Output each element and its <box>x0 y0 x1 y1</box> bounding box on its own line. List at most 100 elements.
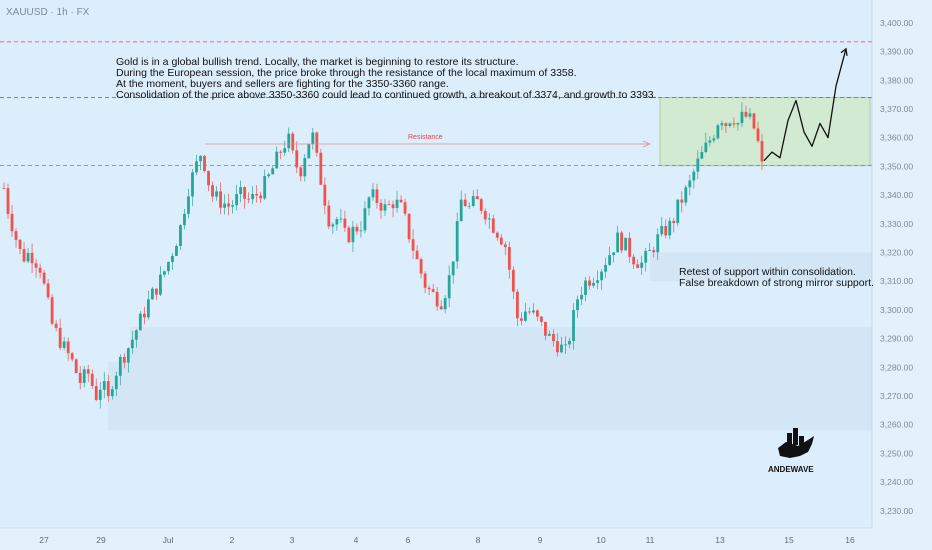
candle-body <box>439 306 443 310</box>
candle-body <box>399 199 403 203</box>
candle-body <box>94 386 98 400</box>
candle-body <box>62 341 66 348</box>
candle-body <box>283 148 287 153</box>
time-axis[interactable]: 27 29 Jul 2 3 4 6 8 9 10 11 13 15 16 <box>0 527 872 550</box>
candle-body <box>419 259 423 274</box>
candle-body <box>507 246 511 270</box>
candle-body <box>471 196 475 206</box>
candle-body <box>435 291 439 307</box>
candle-body <box>531 310 535 313</box>
candle-body <box>728 123 732 127</box>
price-tick-label: 3,310.00 <box>880 276 913 286</box>
candle-body <box>760 141 764 162</box>
candle-body <box>163 271 166 275</box>
time-tick-label: 16 <box>845 535 855 545</box>
candle-body <box>307 144 311 159</box>
candle-body <box>676 199 680 224</box>
price-tick-label: 3,360.00 <box>880 133 913 143</box>
candle-body <box>58 327 62 348</box>
candle-body <box>608 255 611 265</box>
candle-body <box>315 132 319 153</box>
candle-body <box>652 250 656 253</box>
candle-body <box>620 232 624 251</box>
candle-body <box>319 152 323 185</box>
candle-body <box>74 359 78 373</box>
candle-body <box>479 199 483 211</box>
candle-body <box>86 369 90 374</box>
candle-body <box>560 344 563 353</box>
candle-body <box>155 288 158 295</box>
candle-body <box>564 344 567 346</box>
candle-body <box>712 138 716 141</box>
candle-body <box>592 282 595 286</box>
candle-body <box>6 188 10 214</box>
candle-body <box>195 161 198 173</box>
candle-body <box>255 194 259 196</box>
candle-body <box>359 230 363 232</box>
candle-body <box>171 255 174 263</box>
price-tick-label: 3,330.00 <box>880 219 913 229</box>
candle-body <box>511 269 515 292</box>
zone-consolidation <box>659 97 871 167</box>
candle-body <box>588 280 591 286</box>
candle-body <box>664 226 668 236</box>
candle-body <box>251 194 255 200</box>
time-tick-label: 15 <box>784 535 794 545</box>
symbol-header: XAUUSD · 1h · FX <box>6 7 90 18</box>
candle-body <box>576 299 579 311</box>
candle-body <box>14 231 18 240</box>
candle-body <box>692 171 696 181</box>
candle-body <box>455 221 459 262</box>
price-tick-label: 3,390.00 <box>880 47 913 57</box>
resistance-label: Resistance <box>408 134 443 141</box>
candle-body <box>279 151 283 153</box>
candle-body <box>648 250 652 251</box>
candle-body <box>720 123 724 126</box>
candle-body <box>584 280 587 295</box>
price-tick-label: 3,340.00 <box>880 190 913 200</box>
candle-body <box>403 202 407 214</box>
andewave-logo: ANDEWAVE <box>768 428 814 474</box>
candle-body <box>82 369 86 383</box>
candle-body <box>267 174 271 177</box>
candles <box>2 102 764 409</box>
price-tick-label: 3,270.00 <box>880 391 913 401</box>
price-axis[interactable]: 3,400.00 3,390.00 3,380.00 3,370.00 3,360.00… <box>871 0 932 550</box>
time-tick-label: 6 <box>406 535 411 545</box>
candle-body <box>407 213 411 240</box>
candle-body <box>411 239 415 251</box>
candle-body <box>467 205 471 207</box>
forecast-path <box>763 47 848 162</box>
price-tick-label: 3,240.00 <box>880 477 913 487</box>
candle-body <box>716 125 720 139</box>
time-tick-label: 11 <box>646 535 655 545</box>
candle-body <box>724 123 728 127</box>
candle-body <box>632 256 636 265</box>
candle-body <box>391 204 395 209</box>
candle-body <box>415 250 419 260</box>
resistance-arrow: Resistance <box>205 134 652 148</box>
time-tick-label: 2 <box>230 535 235 545</box>
candle-body <box>219 191 222 208</box>
time-axis-bg <box>0 528 872 550</box>
candle-body <box>660 226 664 235</box>
candle-body <box>243 187 247 199</box>
candle-body <box>704 142 708 153</box>
candle-body <box>34 263 38 268</box>
candle-body <box>134 330 138 340</box>
candle-body <box>223 203 226 208</box>
logo-text: ANDEWAVE <box>768 465 814 474</box>
time-tick-label: 3 <box>290 535 295 545</box>
candle-body <box>259 195 263 199</box>
candle-body <box>215 191 218 197</box>
forecast-arrowhead <box>840 47 848 56</box>
candle-body <box>299 167 303 177</box>
analysis-text: Gold is in a global bullish trend. Local… <box>116 57 657 101</box>
support-zones <box>108 97 872 431</box>
candle-body <box>748 113 752 117</box>
candle-body <box>527 311 531 313</box>
candle-body <box>355 226 359 232</box>
time-tick-label: 4 <box>354 535 359 545</box>
candle-body <box>54 323 58 328</box>
